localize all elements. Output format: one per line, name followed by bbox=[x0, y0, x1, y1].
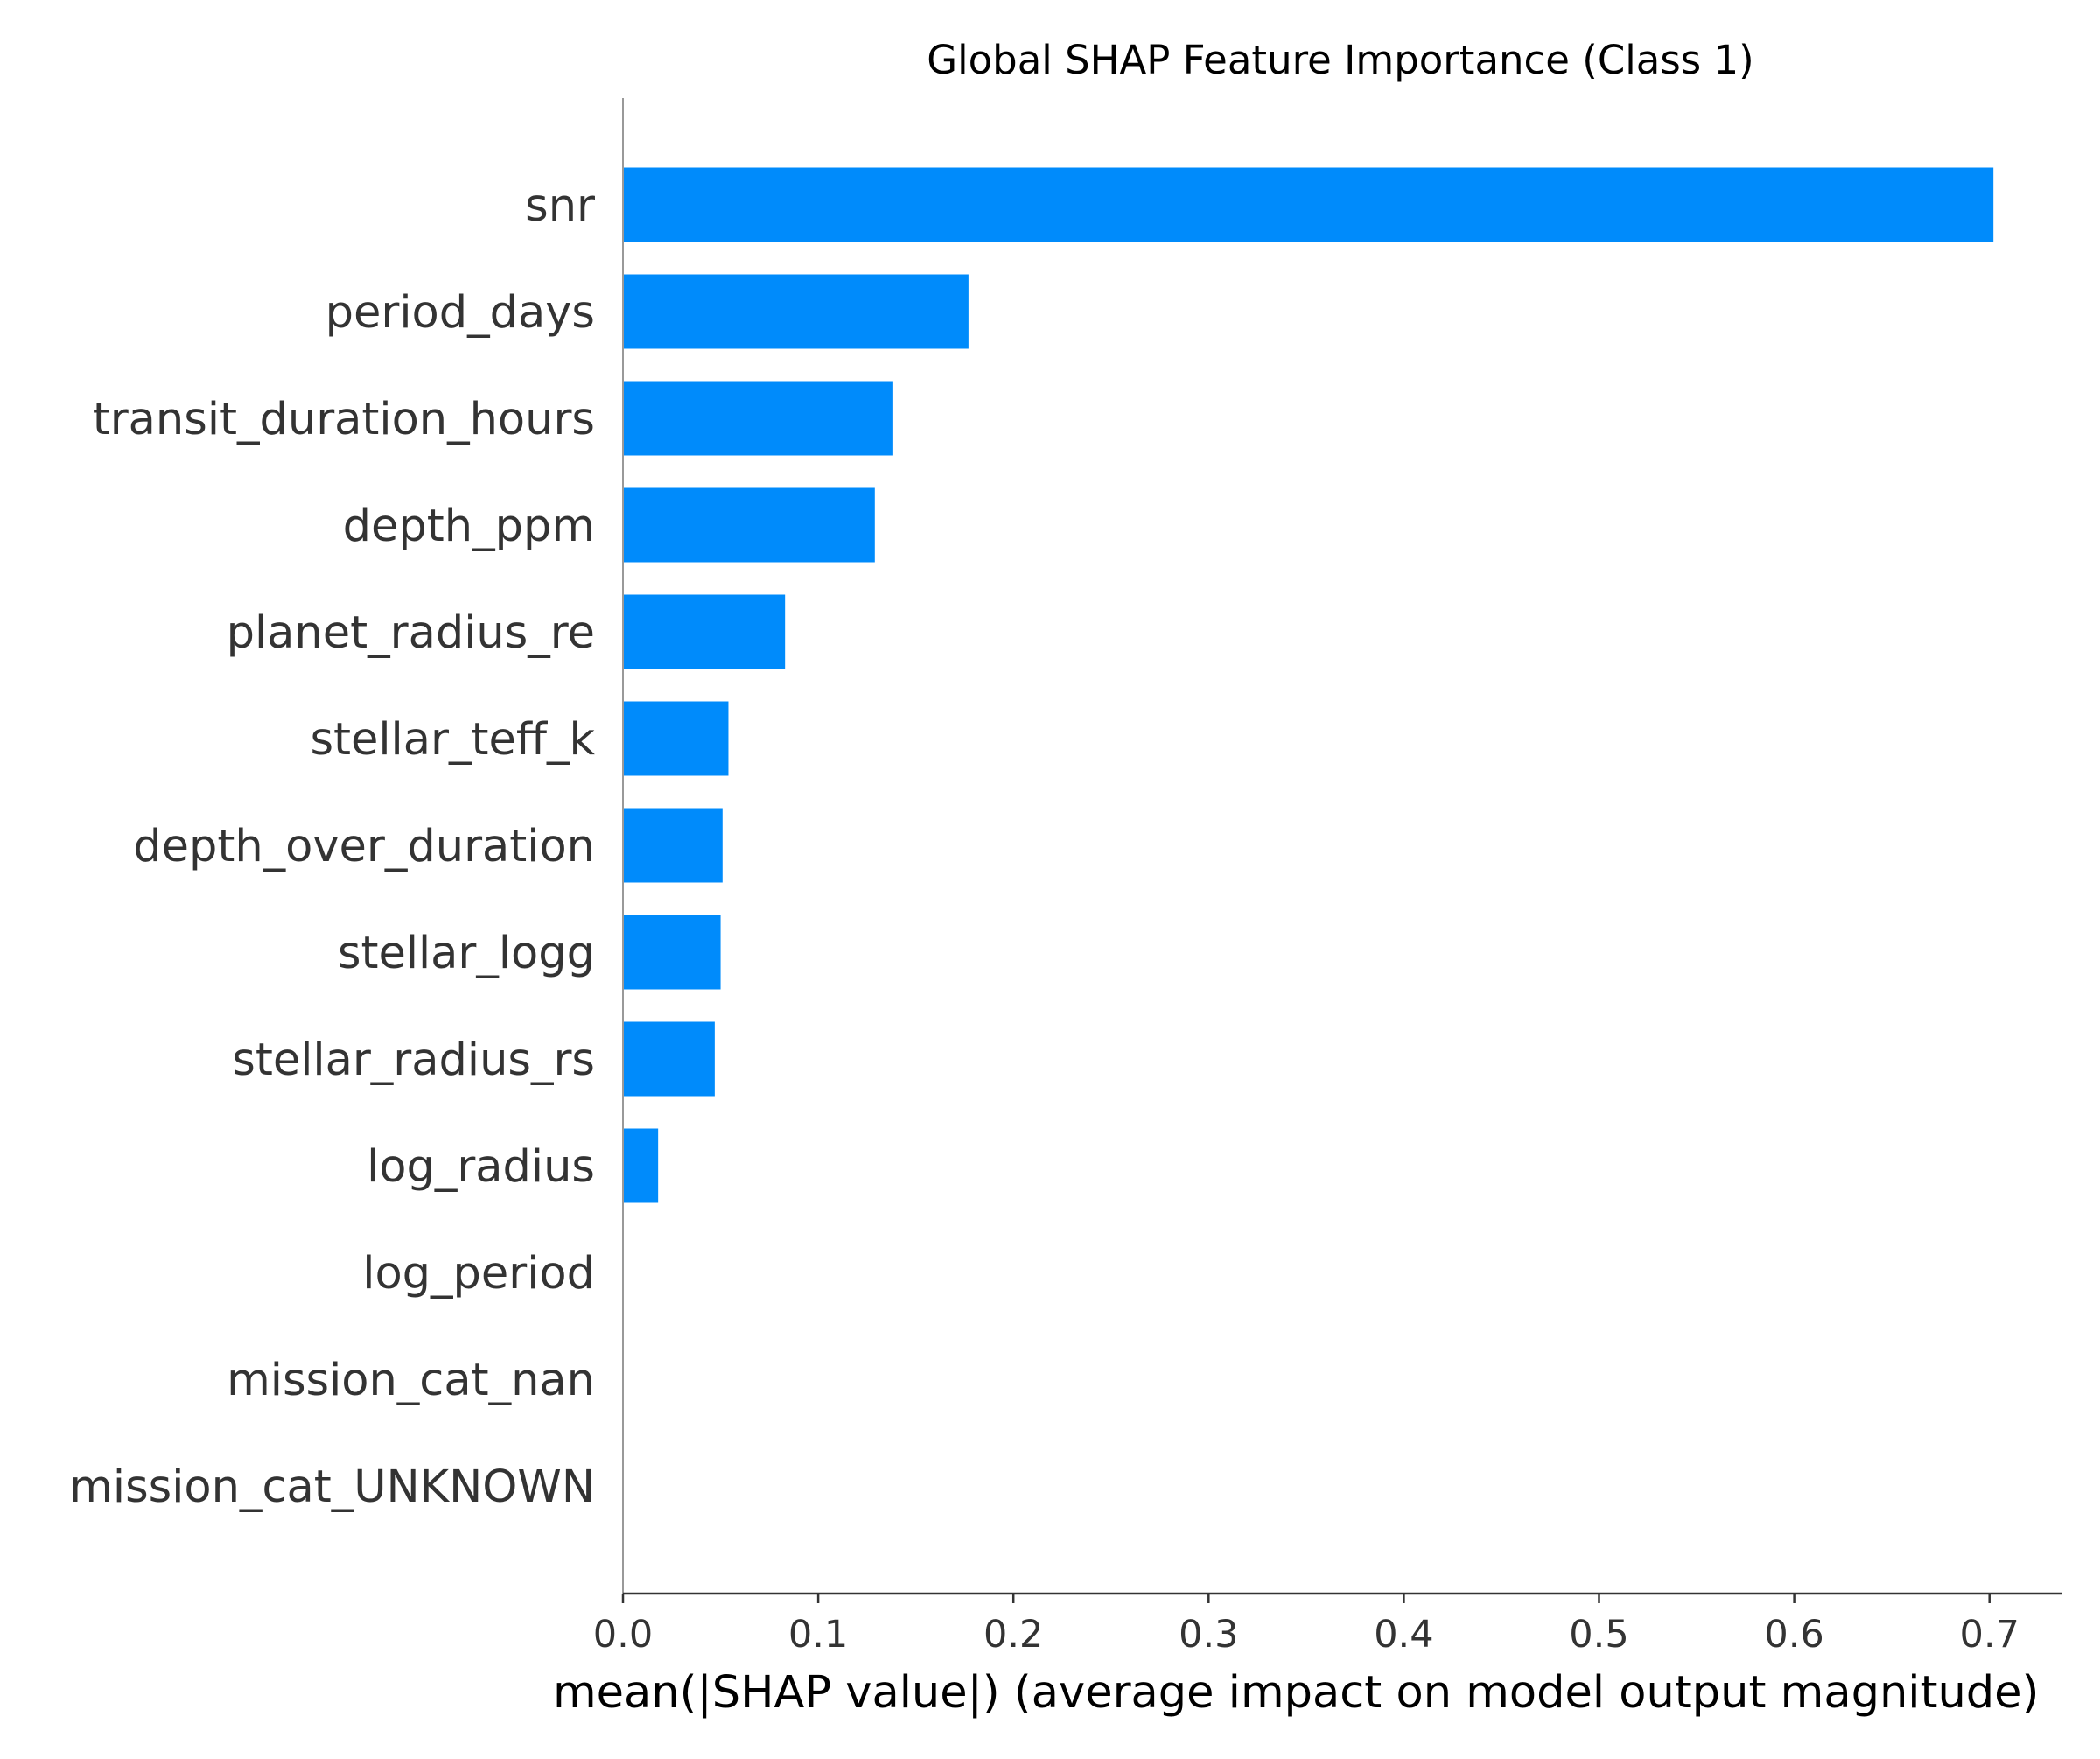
y-tick-label-mission_cat_UNKNOWN: mission_cat_UNKNOWN bbox=[69, 1461, 595, 1513]
y-tick-labels: snr period_days transit_duration_hoursdept… bbox=[69, 180, 595, 1513]
x-tick-label-7: 0.7 bbox=[1960, 1613, 2020, 1657]
x-tick-label-6: 0.6 bbox=[1764, 1613, 1824, 1657]
y-tick-label-mission_cat_nan: mission_cat_nan bbox=[227, 1355, 595, 1406]
bar-planet_radius_re bbox=[623, 594, 786, 669]
bar-depth_over_duration bbox=[623, 808, 723, 883]
y-tick-label-stellar_teff_k: stellar_teff_k bbox=[310, 714, 595, 766]
bar-log_radius bbox=[623, 1128, 659, 1203]
y-tick-label-snr: snr bbox=[525, 180, 595, 232]
bar-stellar_logg bbox=[623, 915, 721, 990]
x-tick-label-1: 0.1 bbox=[788, 1613, 848, 1657]
y-tick-label-transit_duration_hours: transit_duration_hours bbox=[93, 394, 595, 445]
bar-snr bbox=[623, 167, 1994, 242]
x-tick-label-3: 0.3 bbox=[1179, 1613, 1238, 1657]
bar-stellar_teff_k bbox=[623, 701, 729, 776]
bar-transit_duration_hours bbox=[623, 381, 892, 456]
x-tick-label-0: 0.0 bbox=[593, 1613, 653, 1657]
y-tick-label-stellar_radius_rs: stellar_radius_rs bbox=[232, 1034, 595, 1086]
x-tick-label-2: 0.2 bbox=[984, 1613, 1043, 1657]
x-tick-label-5: 0.5 bbox=[1569, 1613, 1628, 1657]
bar-depth_ppm bbox=[623, 487, 875, 563]
x-tick-label-4: 0.4 bbox=[1374, 1613, 1433, 1657]
y-tick-label-planet_radius_re: planet_radius_re bbox=[227, 607, 595, 659]
y-tick-label-stellar_logg: stellar_logg bbox=[338, 928, 595, 979]
x-axis-label: mean(|SHAP value|) (average impact on mo… bbox=[553, 1667, 2039, 1719]
bar-stellar_radius_rs bbox=[623, 1021, 715, 1097]
y-tick-label-log_radius: log_radius bbox=[367, 1141, 595, 1193]
x-ticks: 0.0 0.1 0.2 0.3 0.4 0.5 0.6 0.7 bbox=[593, 1594, 2020, 1657]
y-tick-label-period_days: period_days bbox=[326, 287, 595, 339]
y-tick-label-depth_ppm: depth_ppm bbox=[343, 501, 595, 552]
bar-period_days bbox=[623, 274, 969, 349]
bars-group bbox=[623, 167, 1994, 1203]
y-tick-label-log_period: log_period bbox=[362, 1248, 595, 1300]
y-tick-label-depth_over_duration: depth_over_duration bbox=[133, 821, 595, 872]
chart-title: Global SHAP Feature Importance (Class 1) bbox=[927, 37, 1754, 83]
